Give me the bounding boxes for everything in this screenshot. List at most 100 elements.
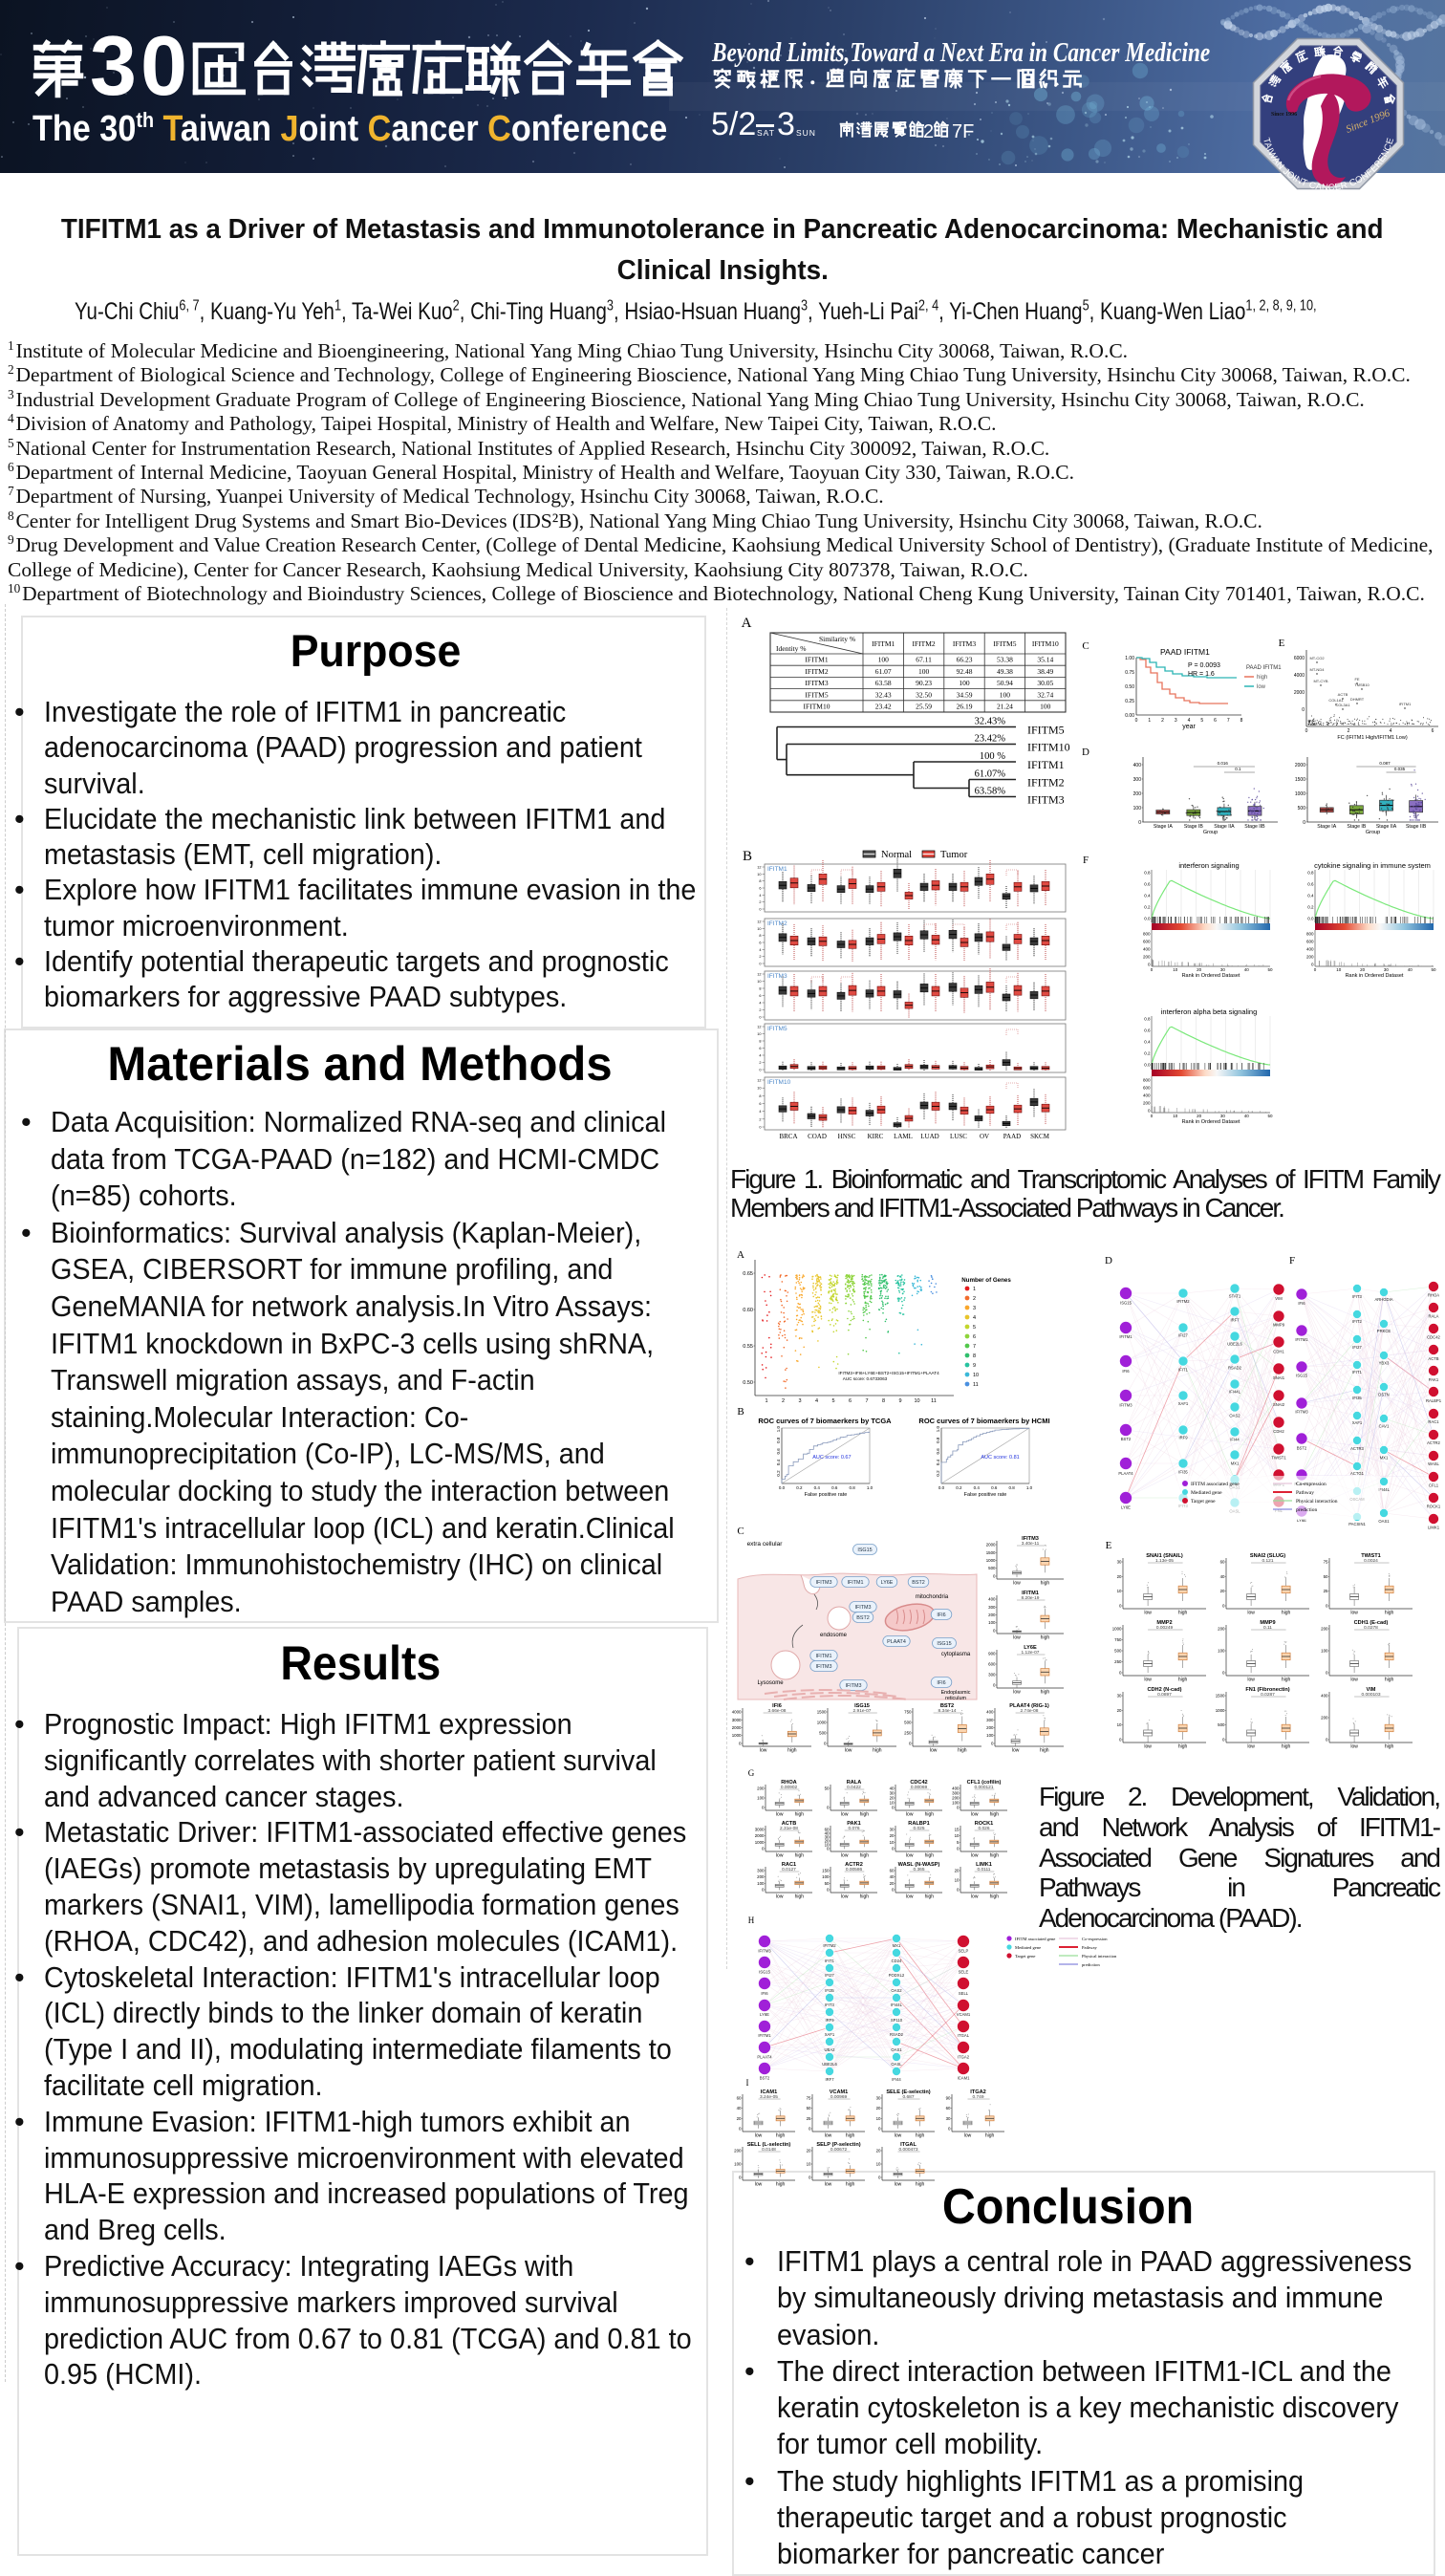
svg-text:LUAD: LUAD [920,1133,938,1140]
svg-text:0.4: 0.4 [776,1459,781,1465]
svg-text:1.0: 1.0 [867,1485,873,1490]
svg-text:IFI35: IFI35 [1178,1469,1188,1474]
svg-text:high: high [860,1894,870,1900]
svg-text:IFI44: IFI44 [892,2077,901,2082]
svg-text:0.00672: 0.00672 [830,2147,848,2153]
svg-text:I: I [746,2078,749,2088]
svg-text:1: 1 [973,1287,976,1292]
svg-text:90.23: 90.23 [916,679,932,687]
svg-text:60: 60 [946,2106,951,2111]
svg-text:Co-expression: Co-expression [1082,1937,1108,1941]
svg-text:IFI6: IFI6 [937,1613,945,1618]
svg-text:0.4: 0.4 [936,1459,940,1465]
svg-text:12: 12 [757,1079,761,1083]
svg-text:0.0148: 0.0148 [762,2147,776,2153]
svg-text:IFITM1: IFITM1 [758,2033,771,2038]
svg-text:IFITM1: IFITM1 [1399,702,1412,706]
svg-text:50: 50 [1324,1574,1328,1579]
svg-text:ACTB: ACTB [1338,692,1348,697]
svg-text:300: 300 [988,1605,996,1610]
svg-text:0.00586: 0.00586 [846,1867,863,1872]
svg-text:XAF1: XAF1 [1352,1420,1363,1425]
svg-text:high: high [1282,1678,1291,1683]
svg-text:0.00: 0.00 [1125,713,1134,719]
svg-text:40: 40 [737,2106,742,2111]
svg-text:COAD: COAD [808,1133,827,1140]
svg-text:OV: OV [980,1133,989,1140]
svg-text:high: high [846,2133,855,2139]
svg-text:IFI27: IFI27 [825,1973,834,1978]
svg-text:IFI6: IFI6 [761,1991,768,1996]
svg-text:40: 40 [1244,967,1250,972]
svg-text:400: 400 [1321,1694,1328,1699]
svg-text:IFI6: IFI6 [1122,1369,1130,1374]
svg-text:low: low [895,2182,902,2188]
svg-text:32.43%: 32.43% [975,717,1006,727]
svg-text:0: 0 [1119,1604,1122,1609]
svg-text:IFITM5: IFITM5 [1027,724,1065,737]
svg-text:high: high [1040,1748,1049,1754]
svg-text:21.24: 21.24 [997,703,1013,711]
svg-text:0: 0 [1326,1604,1328,1609]
svg-text:ROC curves of 7 biomaerkers by: ROC curves of 7 biomaerkers by HCMI [918,1417,1049,1425]
svg-text:20: 20 [1220,1589,1225,1593]
svg-text:30: 30 [1117,1560,1122,1565]
svg-text:9: 9 [973,1363,976,1369]
svg-text:20: 20 [1197,1114,1202,1118]
svg-text:ROC curves of 7 biomaerkers by: ROC curves of 7 biomaerkers by TCGA [758,1417,892,1425]
svg-text:IFITM2: IFITM2 [805,667,828,676]
svg-text:OASL: OASL [891,2062,902,2067]
svg-text:low: low [1144,1744,1152,1750]
svg-text:LY6E: LY6E [1121,1505,1131,1510]
svg-text:IFI27: IFI27 [1352,1345,1362,1350]
svg-text:DSTN: DSTN [1378,1392,1389,1396]
svg-text:100: 100 [1218,1649,1225,1654]
svg-text:25: 25 [807,2116,811,2121]
svg-text:800: 800 [1143,932,1151,937]
svg-text:low: low [906,1894,914,1900]
svg-text:IFIT1: IFIT1 [1352,1370,1362,1375]
svg-text:0: 0 [1222,1671,1225,1676]
svg-text:high: high [916,2182,925,2188]
svg-text:high: high [795,1894,805,1900]
svg-text:0.4: 0.4 [974,1485,981,1490]
svg-text:12: 12 [757,973,761,977]
svg-text:8: 8 [882,1398,885,1404]
svg-text:2: 2 [1348,728,1350,734]
svg-text:0.1: 0.1 [1235,767,1241,771]
svg-text:MT-CO2: MT-CO2 [1309,656,1325,660]
svg-text:high: high [860,1853,870,1859]
svg-text:low: low [841,1853,849,1859]
svg-text:IFIT1: IFIT1 [825,1959,834,1963]
svg-text:2: 2 [759,955,761,959]
svg-text:63.58%: 63.58% [975,787,1006,797]
svg-text:60: 60 [890,1869,895,1873]
svg-text:0: 0 [1326,1671,1328,1676]
svg-text:0.0422: 0.0422 [847,1785,861,1790]
svg-text:0.8: 0.8 [776,1437,781,1443]
svg-text:3.66e-08: 3.66e-08 [768,1708,787,1714]
svg-text:0: 0 [993,1629,996,1634]
svg-text:200: 200 [757,1786,765,1791]
svg-text:low: low [776,1894,784,1900]
svg-text:low: low [906,1853,914,1859]
svg-text:0.4: 0.4 [1144,894,1151,898]
svg-text:7: 7 [1227,718,1230,724]
svg-text:Stage IB: Stage IB [1184,824,1203,830]
svg-text:IFIT3: IFIT3 [1352,1294,1362,1299]
svg-text:BST2: BST2 [856,1615,869,1621]
svg-text:low: low [841,1812,849,1818]
svg-text:0: 0 [1303,820,1305,826]
svg-text:0.2: 0.2 [1144,1051,1151,1056]
svg-text:0: 0 [1151,1114,1154,1118]
svg-text:2: 2 [973,1296,976,1302]
svg-text:1000: 1000 [755,1840,765,1845]
svg-text:D: D [1082,747,1089,758]
svg-text:SKCM: SKCM [1030,1133,1050,1140]
svg-text:0.55: 0.55 [743,1344,753,1350]
svg-text:250: 250 [1114,1659,1122,1664]
svg-text:50: 50 [825,1786,830,1791]
svg-text:75: 75 [807,2096,811,2101]
svg-text:0: 0 [739,1742,742,1746]
svg-text:0.65: 0.65 [743,1271,753,1277]
